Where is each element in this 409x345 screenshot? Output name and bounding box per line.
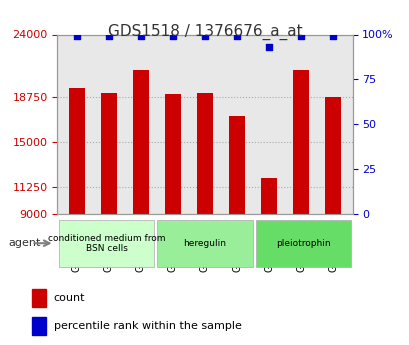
Text: heregulin: heregulin	[183, 239, 226, 248]
Bar	[324, 97, 341, 214]
FancyBboxPatch shape	[255, 220, 350, 266]
Point	[265, 44, 272, 50]
Text: GDS1518 / 1376676_a_at: GDS1518 / 1376676_a_at	[108, 24, 301, 40]
Point	[201, 33, 208, 39]
Bar	[196, 93, 213, 214]
Text: agent: agent	[9, 238, 41, 248]
Bar	[31, 289, 46, 307]
Point	[329, 33, 336, 39]
Point	[169, 33, 176, 39]
Bar	[101, 93, 117, 214]
Text: count: count	[54, 293, 85, 303]
Text: conditioned medium from
BSN cells: conditioned medium from BSN cells	[48, 234, 165, 253]
Text: percentile rank within the sample: percentile rank within the sample	[54, 321, 241, 331]
Point	[105, 33, 112, 39]
Bar	[68, 88, 85, 214]
Bar	[229, 116, 245, 214]
Bar	[261, 178, 276, 214]
Bar	[133, 70, 148, 214]
Point	[73, 33, 80, 39]
Point	[137, 33, 144, 39]
Point	[233, 33, 240, 39]
Point	[297, 33, 304, 39]
FancyBboxPatch shape	[157, 220, 252, 266]
Bar	[31, 317, 46, 335]
Text: pleiotrophin: pleiotrophin	[275, 239, 330, 248]
Bar	[292, 70, 308, 214]
Bar	[164, 94, 180, 214]
FancyBboxPatch shape	[59, 220, 154, 266]
